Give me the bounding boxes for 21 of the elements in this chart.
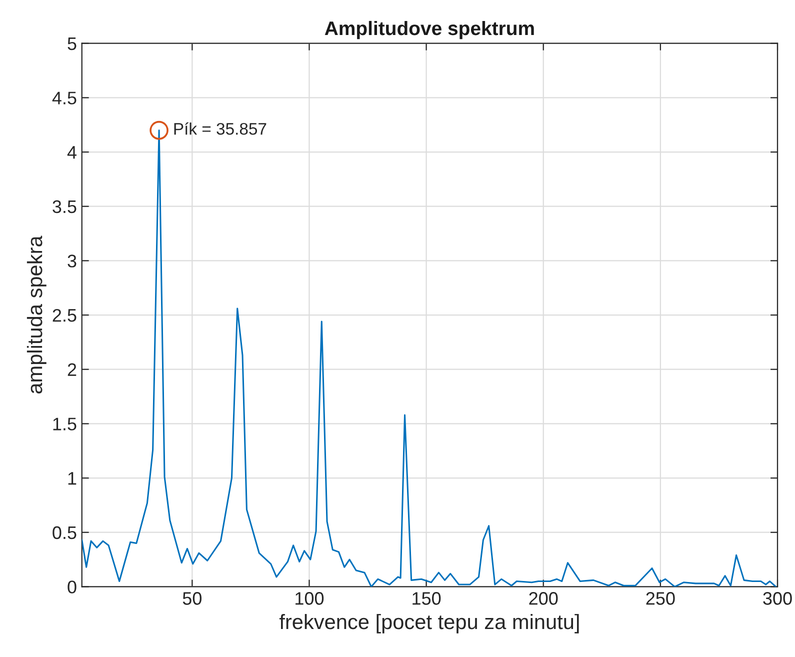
chart-title: Amplitudove spektrum [324, 20, 534, 40]
y-tick-label: 5 [68, 37, 76, 50]
y-tick-label: 2 [68, 363, 76, 376]
x-tick-label: 50 [182, 592, 202, 605]
x-tick-label: 200 [529, 592, 558, 605]
y-tick-label: 0.5 [52, 526, 76, 540]
y-tick-label: 4 [67, 146, 76, 159]
y-tick-label: 1 [68, 472, 76, 485]
y-tick-label: 3.5 [52, 200, 76, 214]
x-tick-label: 100 [296, 592, 324, 605]
x-tick-label: 300 [763, 592, 792, 605]
y-axis-title: amplituda spekra [26, 236, 46, 394]
x-axis-title: frekvence [pocet tepu za minutu] [279, 614, 579, 634]
x-tick-label: 150 [412, 592, 441, 605]
y-tick-label: 3 [68, 254, 76, 268]
annotation: Pík = 35.857 [174, 122, 266, 135]
x-tick-label: 250 [646, 592, 675, 605]
y-tick-label: 1.5 [53, 418, 76, 430]
y-tick-label: 0 [68, 580, 76, 594]
y-tick-label: 4.5 [52, 92, 76, 104]
y-tick-label: 2.5 [52, 308, 76, 322]
